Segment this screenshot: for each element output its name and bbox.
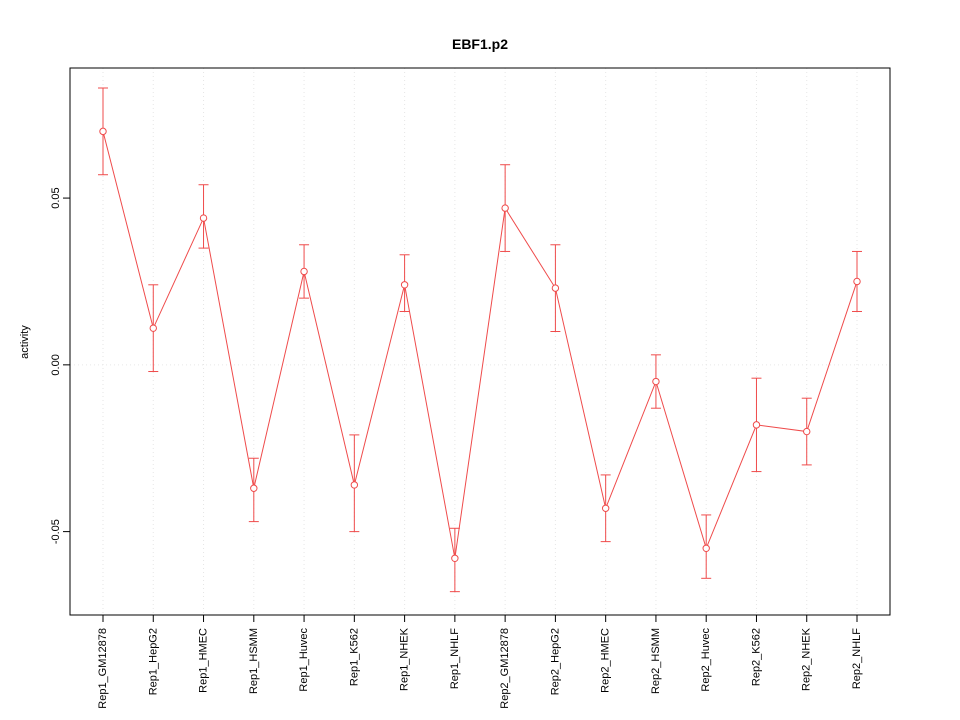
data-point <box>601 504 610 512</box>
data-point <box>652 377 660 386</box>
y-tick-label: 0.00 <box>50 354 62 375</box>
x-tick-label: Rep1_GM12878 <box>97 628 109 709</box>
y-tick-label: -0.05 <box>50 519 62 544</box>
x-tick-label: Rep1_NHLF <box>449 628 461 689</box>
x-tick-label: Rep1_K562 <box>348 628 360 686</box>
x-tick-label: Rep2_NHEK <box>801 627 813 691</box>
data-point <box>300 267 308 276</box>
data-point <box>853 277 861 286</box>
x-tick-label: Rep2_HMEC <box>600 628 612 693</box>
x-tick-label: Rep1_Huvec <box>298 628 310 692</box>
data-point <box>752 421 761 429</box>
data-point <box>199 214 208 222</box>
data-point <box>400 281 409 289</box>
data-point <box>702 544 710 552</box>
x-tick-label: Rep2_K562 <box>750 628 762 686</box>
series-line <box>102 131 858 559</box>
x-tick-label: Rep2_HSMM <box>650 628 662 694</box>
x-tick-label: Rep1_NHEK <box>399 627 411 691</box>
x-tick-label: Rep2_GM12878 <box>499 628 511 709</box>
data-point <box>99 127 107 136</box>
data-point <box>250 484 258 492</box>
x-tick-label: Rep1_HSMM <box>248 628 260 694</box>
data-point <box>551 284 560 292</box>
data-point <box>350 481 359 489</box>
x-tick-label: Rep2_Huvec <box>700 628 712 692</box>
data-point <box>501 204 509 212</box>
plot-border <box>69 67 891 616</box>
x-tick-label: Rep1_HMEC <box>198 628 210 693</box>
x-tick-label: Rep1_HepG2 <box>147 628 159 695</box>
data-point <box>149 324 157 332</box>
data-point <box>803 427 811 436</box>
y-tick-label: 0.05 <box>50 187 62 208</box>
data-point <box>451 554 459 562</box>
y-axis-label: activity <box>19 325 31 359</box>
chart-title: EBF1.p2 <box>451 36 508 52</box>
x-tick-label: Rep2_HepG2 <box>549 628 561 695</box>
x-tick-label: Rep2_NHLF <box>851 628 863 689</box>
